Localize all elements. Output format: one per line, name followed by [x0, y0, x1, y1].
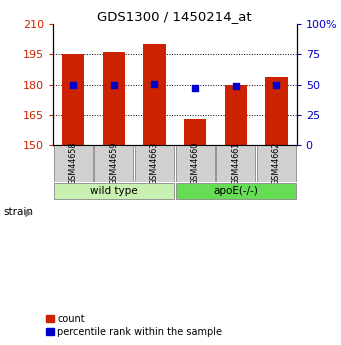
Text: GSM44658: GSM44658: [69, 142, 78, 185]
Text: GSM44662: GSM44662: [272, 142, 281, 185]
Bar: [176, 183, 296, 199]
Text: ▶: ▶: [25, 208, 32, 217]
Bar: [103, 52, 125, 146]
Text: apoE(-/-): apoE(-/-): [213, 186, 258, 196]
Title: GDS1300 / 1450214_at: GDS1300 / 1450214_at: [98, 10, 252, 23]
Point: [152, 81, 157, 86]
Text: strain: strain: [3, 207, 33, 217]
Text: GSM44663: GSM44663: [150, 142, 159, 185]
Point: [71, 82, 76, 88]
Text: GSM44661: GSM44661: [231, 142, 240, 185]
Bar: [176, 146, 214, 182]
Legend: count, percentile rank within the sample: count, percentile rank within the sample: [46, 314, 222, 337]
Bar: [224, 85, 247, 146]
Text: wild type: wild type: [90, 186, 138, 196]
Bar: [143, 45, 166, 146]
Point: [273, 82, 279, 88]
Text: GSM44660: GSM44660: [191, 142, 199, 185]
Bar: [257, 146, 296, 182]
Bar: [94, 146, 133, 182]
Point: [192, 86, 198, 91]
Bar: [265, 77, 287, 146]
Bar: [54, 183, 174, 199]
Text: GSM44659: GSM44659: [109, 142, 118, 186]
Bar: [54, 146, 93, 182]
Bar: [62, 55, 84, 146]
Point: [111, 82, 117, 88]
Bar: [135, 146, 174, 182]
Point: [233, 83, 238, 89]
Bar: [184, 119, 206, 146]
Bar: [216, 146, 255, 182]
